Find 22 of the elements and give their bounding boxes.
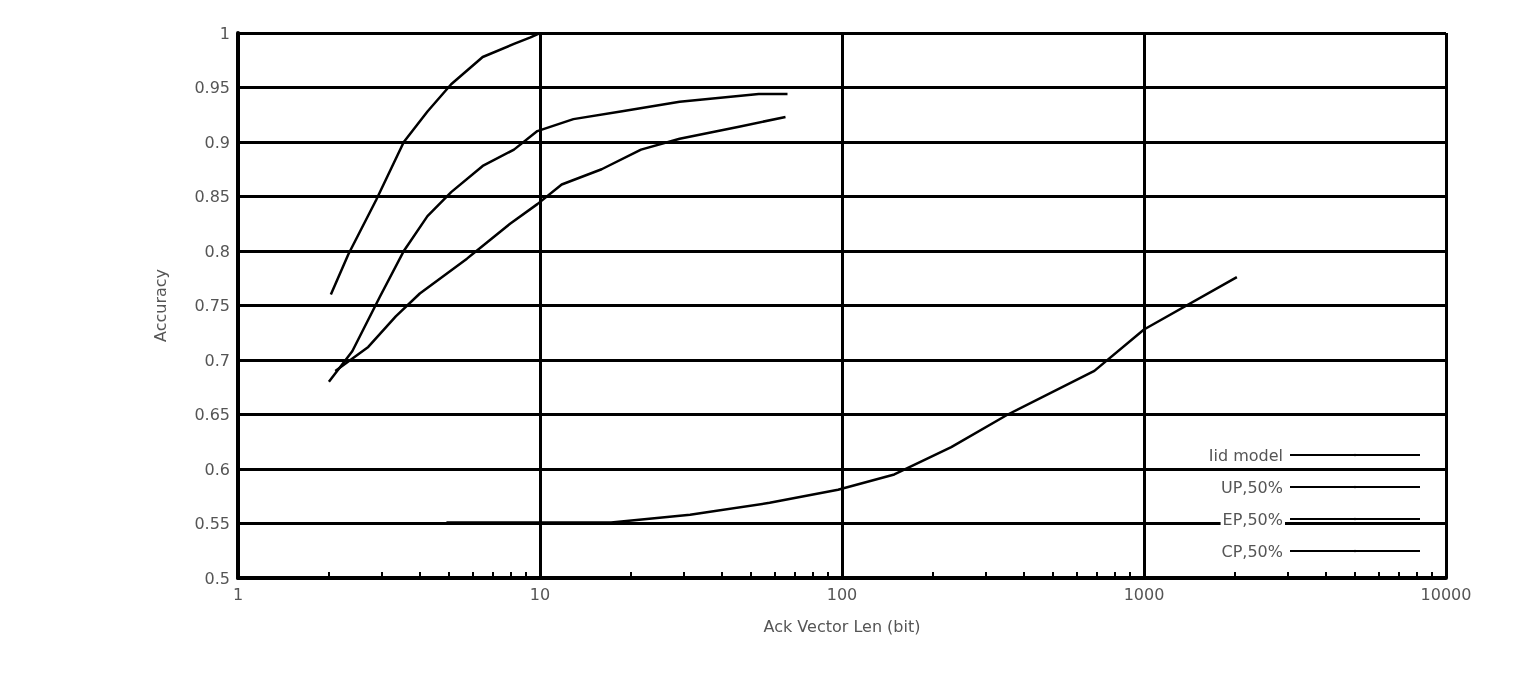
- text: UP,50%: [1220, 477, 1283, 497]
- y-tick-label: 0.55: [194, 514, 230, 533]
- x-axis-title: Ack Vector Len (bit): [763, 616, 921, 636]
- text: Iid model: [1208, 445, 1283, 465]
- x-tick-label: 1: [232, 584, 244, 604]
- y-axis-title: Accuracy: [150, 268, 170, 343]
- y-tick-label: 0.85: [194, 187, 230, 206]
- text: CP,50%: [1221, 541, 1283, 561]
- y-tick-label: 1: [219, 23, 230, 43]
- x-tick-label: 10000: [1420, 584, 1472, 604]
- y-tick-label: 0.8: [204, 241, 230, 261]
- x-tick-label: 10: [529, 584, 551, 604]
- y-tick-label: 0.5: [204, 568, 230, 588]
- y-tick-label: 0.9: [204, 132, 230, 152]
- y-tick-label: 0.95: [194, 78, 230, 97]
- y-tick-label: 0.6: [204, 459, 230, 479]
- x-tick-label: 1000: [1123, 584, 1165, 604]
- text: EP,50%: [1222, 509, 1283, 529]
- x-tick-label: 100: [826, 584, 858, 604]
- y-tick-label: 0.7: [204, 350, 230, 370]
- y-tick-label: 0.75: [194, 296, 230, 315]
- y-tick-label: 0.65: [194, 405, 230, 424]
